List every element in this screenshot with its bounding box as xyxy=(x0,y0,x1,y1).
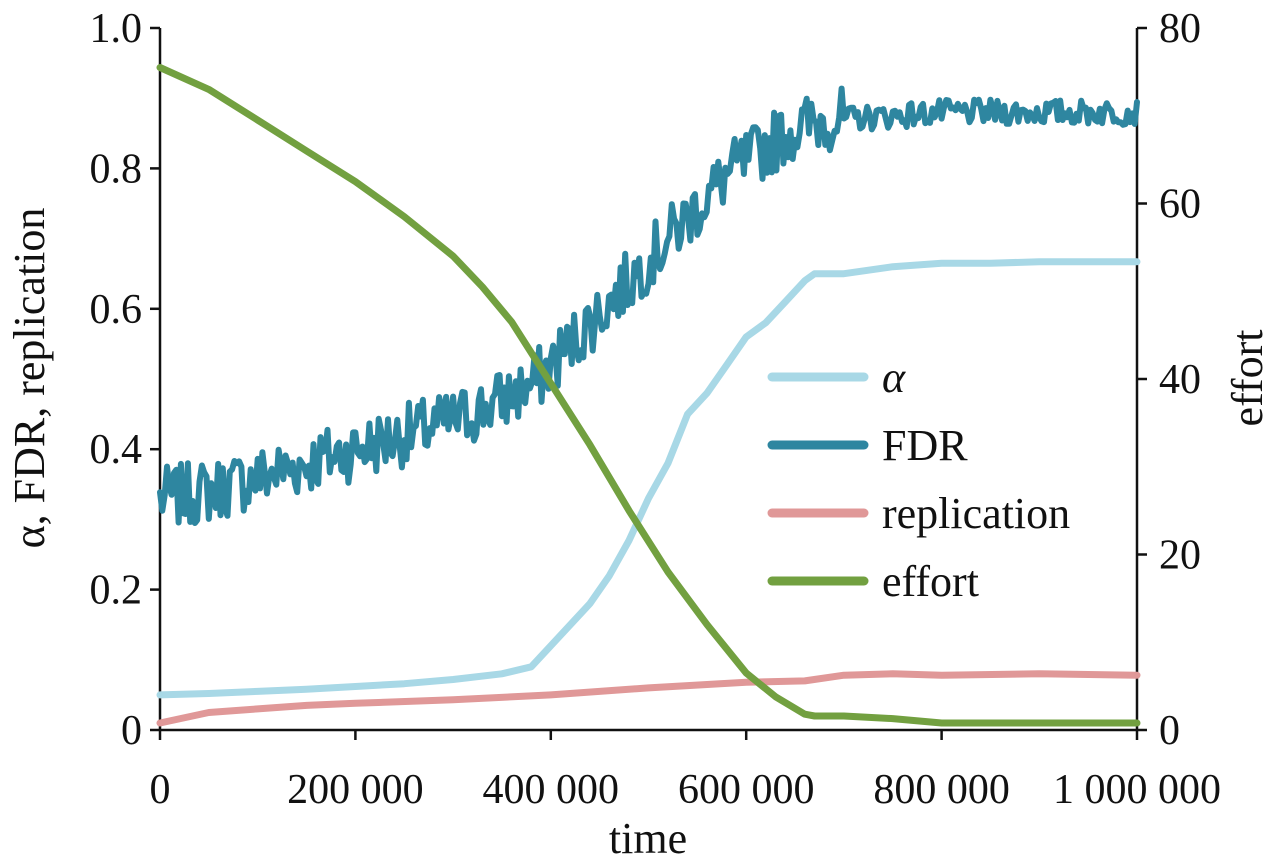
x-tick-label: 800 000 xyxy=(873,767,1010,813)
x-axis: 0 200 000 400 000 600 000 800 000 1 000 000 xyxy=(150,730,1221,813)
legend: α FDR replication effort xyxy=(767,353,1070,606)
legend-label-replication: replication xyxy=(882,489,1070,538)
x-tick-label: 600 000 xyxy=(678,767,815,813)
y-right-tick-label: 80 xyxy=(1159,6,1201,52)
y-axis-left-title: α, FDR, replication xyxy=(5,208,54,549)
legend-label-effort: effort xyxy=(882,557,979,606)
y-axis-right: 0 20 40 60 80 xyxy=(1137,6,1201,754)
series-layer xyxy=(156,64,1141,727)
y-left-tick-label: 0.8 xyxy=(90,146,143,192)
y-right-tick-label: 20 xyxy=(1159,533,1201,579)
x-tick-label: 400 000 xyxy=(483,767,620,813)
series-line-fdr xyxy=(157,85,1140,526)
y-left-tick-label: 0.4 xyxy=(90,427,143,473)
x-tick-label: 1 000 000 xyxy=(1053,767,1221,813)
series-line-replication xyxy=(156,670,1141,727)
y-right-tick-label: 60 xyxy=(1159,182,1201,228)
series-line-alpha xyxy=(156,258,1141,699)
y-left-tick-label: 1.0 xyxy=(90,6,143,52)
y-axis-left: 0 0.2 0.4 0.6 0.8 1.0 xyxy=(90,6,160,754)
y-axis-right-title: effort xyxy=(1223,330,1272,427)
y-left-tick-label: 0.2 xyxy=(90,568,143,614)
x-axis-title: time xyxy=(609,814,687,863)
legend-label-alpha: α xyxy=(882,353,906,402)
y-right-tick-label: 0 xyxy=(1159,708,1180,754)
series-line-effort xyxy=(156,64,1141,727)
x-tick-label: 200 000 xyxy=(287,767,424,813)
y-left-tick-label: 0.6 xyxy=(90,287,143,333)
plot-frame xyxy=(158,28,1139,732)
x-tick-label: 0 xyxy=(150,767,171,813)
legend-label-fdr: FDR xyxy=(882,421,968,470)
y-left-tick-label: 0 xyxy=(121,708,142,754)
y-right-tick-label: 40 xyxy=(1159,357,1201,403)
